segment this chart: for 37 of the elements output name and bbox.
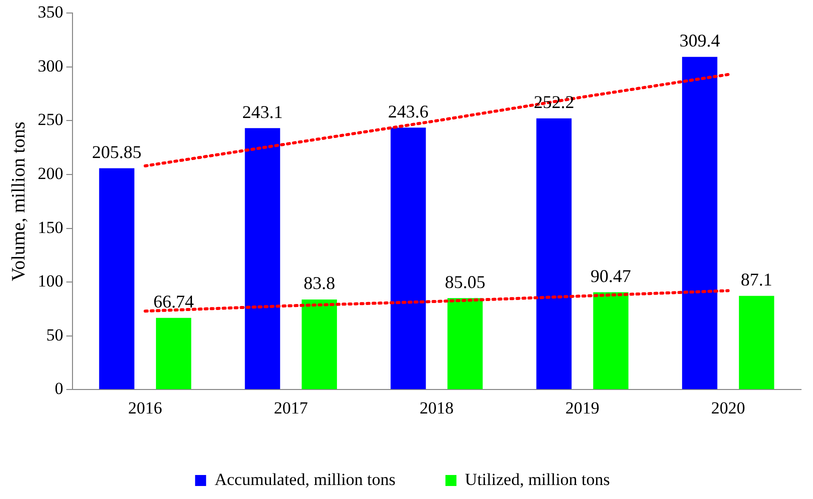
data-label: 309.4 bbox=[679, 30, 720, 51]
y-tick-label: 100 bbox=[38, 272, 64, 291]
y-tick-label: 300 bbox=[38, 56, 64, 76]
y-tick-label: 350 bbox=[38, 2, 64, 22]
bar bbox=[302, 299, 337, 390]
data-label: 90.47 bbox=[590, 266, 632, 286]
data-label: 243.6 bbox=[388, 101, 428, 122]
data-label: 85.05 bbox=[444, 272, 486, 292]
bar bbox=[447, 298, 483, 390]
line-series bbox=[144, 73, 730, 168]
bar bbox=[682, 56, 718, 390]
y-tick-label: 250 bbox=[38, 110, 64, 130]
x-tick-label: 2016 bbox=[128, 398, 162, 418]
bar bbox=[390, 128, 426, 390]
bar bbox=[593, 292, 628, 390]
y-tick-label: 0 bbox=[54, 379, 64, 398]
y-axis-title: Volume, million tons bbox=[8, 122, 30, 282]
legend-label: Utilized, million tons bbox=[464, 470, 610, 489]
x-tick-label: 2018 bbox=[420, 398, 454, 418]
bar bbox=[156, 318, 192, 390]
data-label: 243.1 bbox=[242, 102, 283, 122]
bar bbox=[99, 168, 134, 390]
legend-label: Accumulated, million tons bbox=[214, 470, 396, 489]
data-label: 83.8 bbox=[304, 273, 336, 294]
y-tick-label: 50 bbox=[46, 325, 64, 344]
x-tick-label: 2017 bbox=[274, 398, 308, 418]
x-tick-label: 2020 bbox=[711, 398, 746, 418]
bar bbox=[244, 128, 280, 390]
bar bbox=[536, 118, 572, 390]
data-label: 205.85 bbox=[92, 142, 142, 162]
bar bbox=[738, 296, 774, 390]
data-label: 66.74 bbox=[153, 292, 194, 312]
y-tick-label: 150 bbox=[38, 218, 64, 237]
x-tick-label: 2019 bbox=[565, 398, 600, 418]
data-label: 87.1 bbox=[740, 270, 772, 290]
y-tick-label: 200 bbox=[38, 164, 64, 183]
line-series bbox=[144, 289, 730, 313]
